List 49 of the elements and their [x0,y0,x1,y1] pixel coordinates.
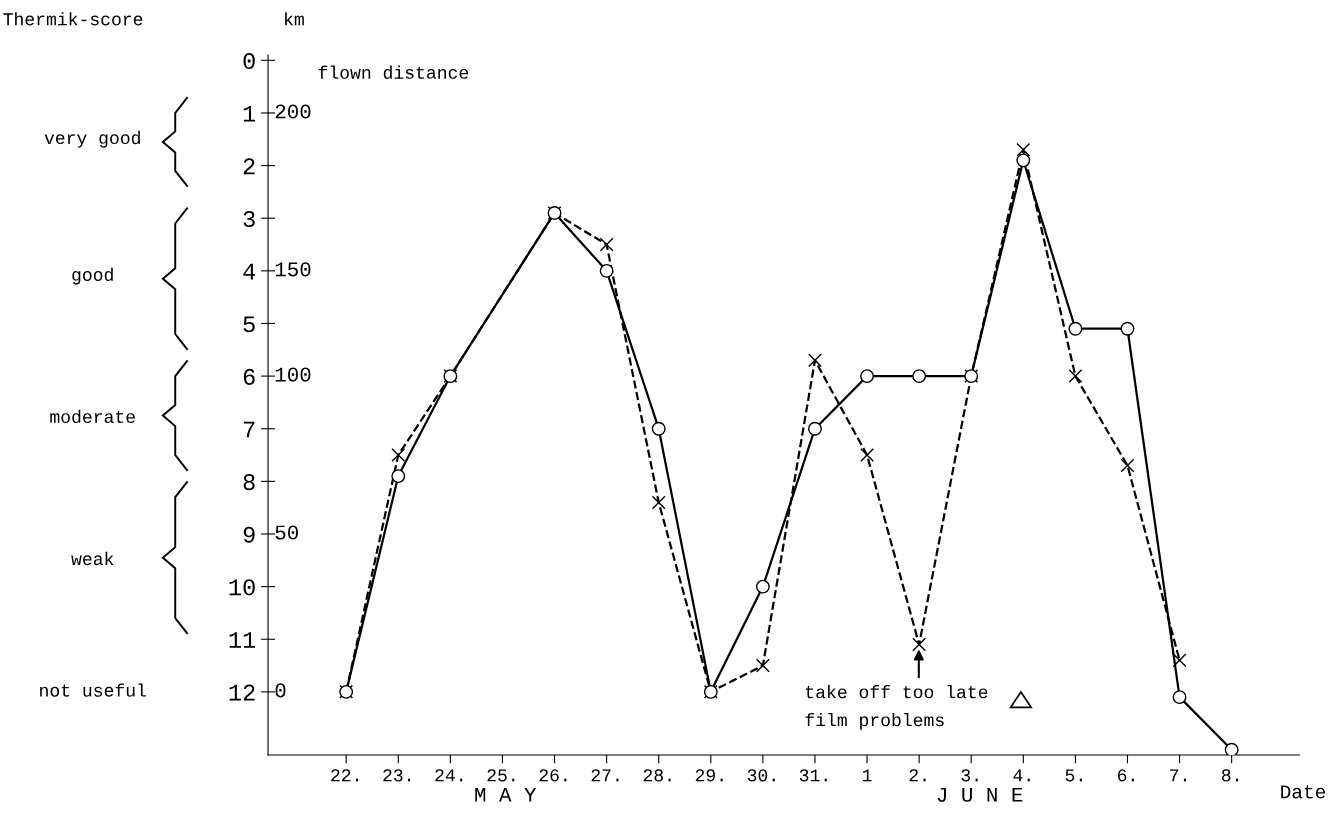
x-tick-label: 3. [961,769,978,782]
text: Thermik-score [3,12,143,26]
annotation: flown distance [318,65,469,79]
x-tick-label: 4. [1013,769,1030,782]
text: 50 [275,525,298,540]
x-tick-label: 28. [643,769,671,782]
x-tick-label: 29. [695,769,723,782]
annotation: take off too late [806,685,988,699]
y-tick-label: 2 [243,158,255,175]
y-tick-label: 6 [243,368,255,385]
text: very good [44,130,140,148]
x-axis-title: Date [1281,785,1326,799]
x-tick-label: 25. [487,769,515,782]
text: good [72,267,113,285]
x-tick-label: 27. [591,769,619,782]
text: 100 [275,367,311,382]
text: not useful [40,683,146,697]
x-tick-label: 6. [1117,769,1134,782]
y-tick-label: 10 [229,579,255,596]
text: 200 [275,104,311,119]
x-tick-label: 30. [747,769,775,782]
text: M A Y [475,787,537,802]
x-tick-label: 31. [799,769,827,782]
y-tick-label: 3 [243,210,255,227]
y-tick-label: 9 [243,526,255,543]
y-tick-label: 5 [243,316,255,333]
x-tick-label: 24. [435,769,463,782]
x-tick-label: 26. [539,769,567,782]
y-tick-label: 11 [229,632,256,648]
annotation: film problems [805,713,944,730]
x-tick-label: 2. [909,769,926,782]
y-tick-label: 8 [243,474,255,491]
x-tick-label: 1 [862,769,872,782]
y-tick-label: 0 [243,53,255,70]
y-tick-label: 4 [243,263,256,280]
y-tick-label: 7 [243,421,255,438]
x-tick-label: 5. [1065,769,1082,782]
x-tick-label: 23. [383,769,411,782]
text: J U N E [937,787,1023,802]
x-tick-label: 7. [1170,769,1187,782]
y-tick-label: 12 [229,684,255,701]
text: 0 [275,683,286,698]
text: 150 [275,262,311,277]
text: weak [71,551,114,566]
y-tick-label: 1 [243,105,256,122]
text: moderate [50,409,135,424]
x-tick-label: 22. [331,769,359,782]
x-tick-label: 8. [1221,769,1239,782]
y2-axis-title: km [285,12,304,26]
